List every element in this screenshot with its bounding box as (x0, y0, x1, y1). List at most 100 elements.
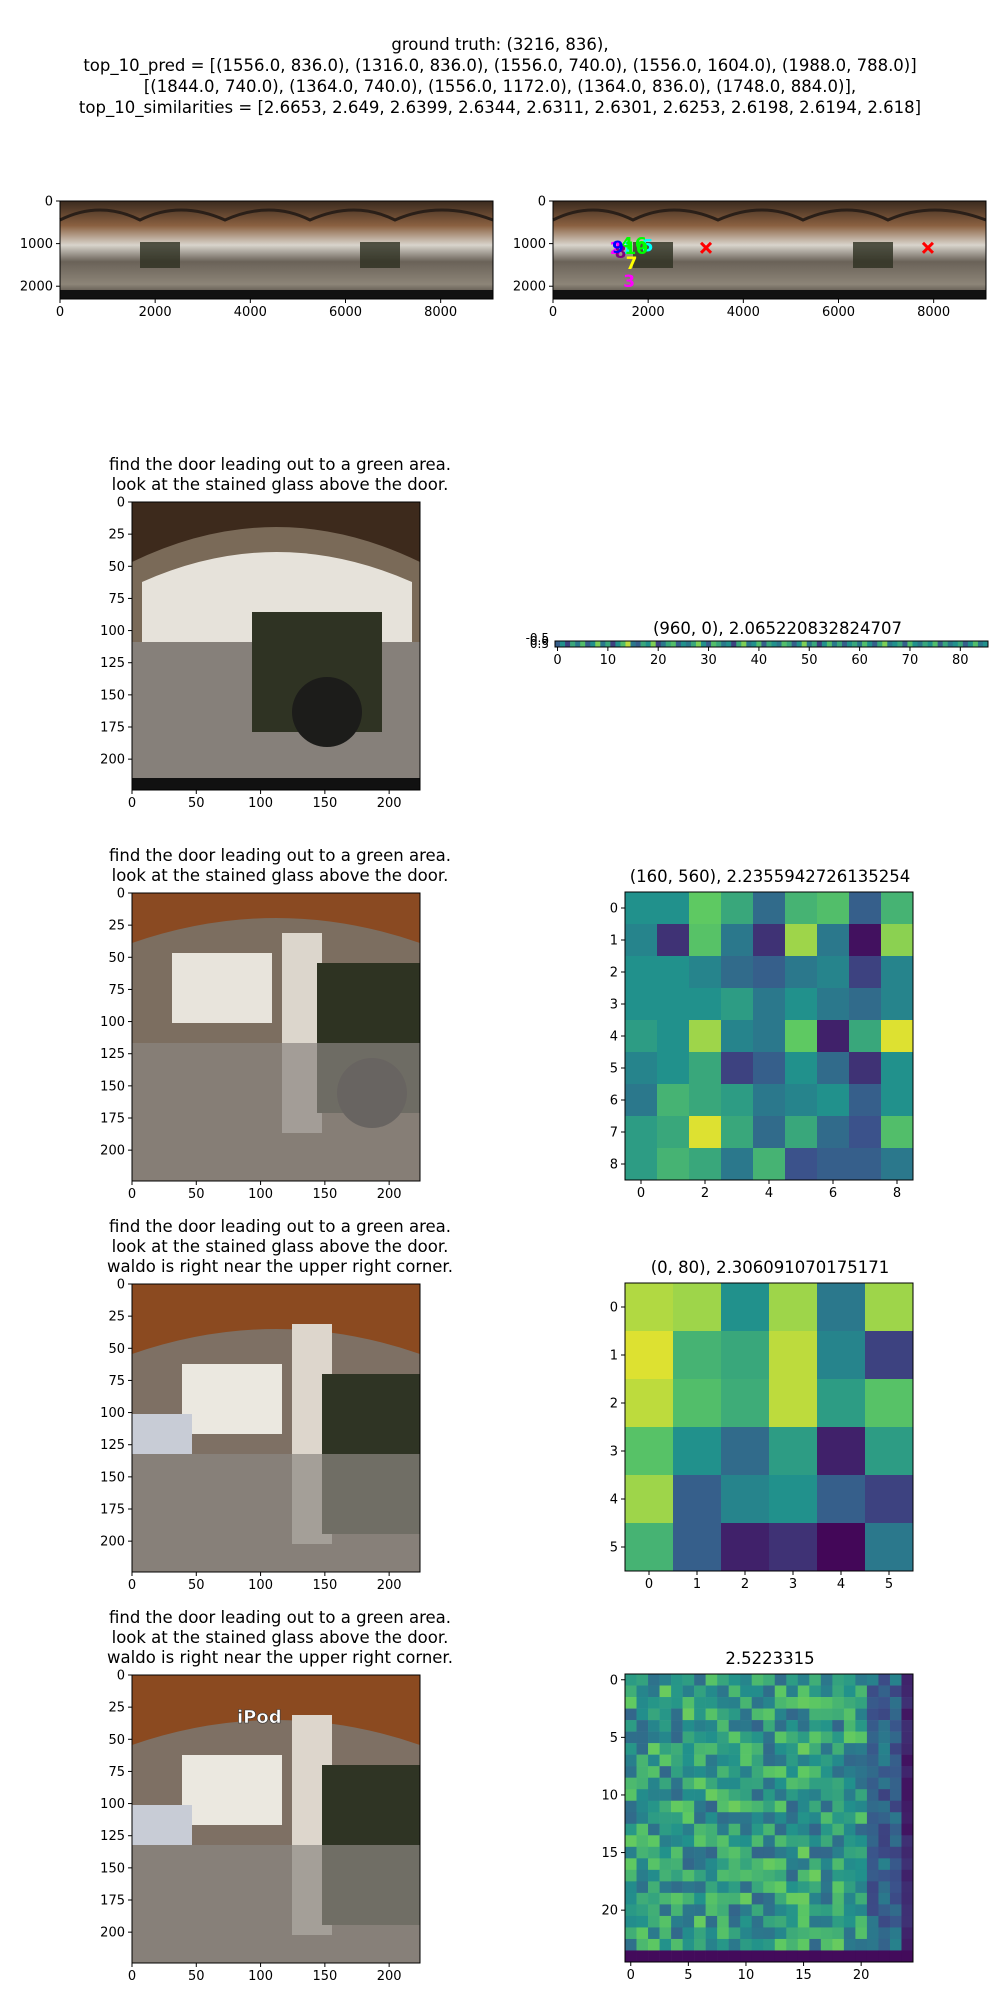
grid25-cell (832, 1754, 845, 1767)
grid25-cell (694, 1904, 706, 1917)
grid25-cell (671, 1685, 683, 1698)
grid25-cell (694, 1697, 706, 1709)
panorama-xtick: 4000 (234, 305, 267, 320)
strip-cell (625, 641, 631, 647)
grid25-cell (820, 1904, 833, 1917)
grid25-cell (717, 1674, 729, 1686)
grid25-cell (866, 1950, 879, 1963)
grid25-cell (671, 1938, 683, 1951)
panorama-predictions-xtick: 0 (549, 305, 557, 320)
grid25-cell (740, 1823, 753, 1836)
grid25-cell (740, 1835, 753, 1848)
grid25-cell (820, 1823, 833, 1836)
grid25-cell (705, 1823, 718, 1836)
grid25-cell (843, 1777, 856, 1790)
grid25-cell (636, 1858, 649, 1871)
strip-cell (736, 641, 742, 647)
grid25-cell (901, 1754, 914, 1767)
grid25-cell (797, 1812, 810, 1825)
grid9-cell (689, 956, 722, 989)
caption-row-5-line-3: waldo is right near the upper right corn… (107, 1648, 453, 1667)
grid25-cell (832, 1858, 845, 1871)
strip-cell (746, 641, 752, 647)
grid25-cell (717, 1789, 729, 1802)
top-10-pred-line-2: [(1844.0, 740.0), (1364.0, 740.0), (1556… (143, 77, 857, 96)
grid25-cell (774, 1777, 787, 1790)
grid25-cell (774, 1800, 787, 1813)
grid25-cell (705, 1674, 718, 1686)
prediction-rank-label: 9 (612, 238, 624, 258)
strip-title: (960, 0), 2.065220832824707 (652, 619, 903, 638)
grid25-cell (763, 1881, 776, 1894)
strip-cell (665, 641, 672, 647)
caption-row-5-line-1: find the door leading out to a green are… (108, 1608, 452, 1627)
grid25-cell (682, 1731, 695, 1744)
crop-1-xtick: 200 (377, 796, 402, 811)
grid25-cell (740, 1674, 753, 1686)
grid6-xtick: 1 (693, 1577, 701, 1592)
grid25-cell (659, 1858, 672, 1871)
similarity-grid-9-plot: 0 2 4 6 8 0 1 2 3 4 5 6 7 8 (610, 891, 914, 1201)
grid25-cell (843, 1823, 856, 1836)
strip-xtick: 60 (851, 653, 868, 668)
grid25-cell (648, 1674, 660, 1686)
grid25-cell (751, 1754, 764, 1767)
grid25-cell (648, 1938, 660, 1951)
grid25-cell (809, 1697, 822, 1709)
grid25-cell (717, 1766, 729, 1778)
crop-1-image (132, 502, 420, 790)
grid25-cell (705, 1915, 718, 1928)
grid25-cell (636, 1800, 649, 1813)
grid25-cell (728, 1697, 741, 1709)
crop-4-ytick: 100 (100, 1797, 125, 1812)
grid9-cell (625, 988, 658, 1021)
grid25-ytick: 0 (610, 1673, 618, 1688)
crop-1-xtick: 150 (312, 796, 337, 811)
grid25-cell (878, 1777, 891, 1790)
grid25-cell (786, 1731, 799, 1744)
grid25-frame (624, 1673, 914, 1963)
prediction-rank-label: 3 (623, 272, 635, 292)
grid25-cell (866, 1697, 879, 1709)
grid25-cell (694, 1789, 706, 1802)
grid25-cell (740, 1685, 753, 1698)
grid25-cell (751, 1789, 764, 1802)
grid25-cell (855, 1904, 868, 1917)
grid25-cell (855, 1881, 868, 1894)
grid9-cell (785, 988, 818, 1021)
grid25-cell (705, 1812, 718, 1825)
caption-row-4: find the door leading out to a green are… (80, 1217, 480, 1277)
grid25-cell (659, 1731, 672, 1744)
grid25-cell (728, 1777, 741, 1790)
grid25-cell (648, 1846, 660, 1859)
grid25-cell (820, 1846, 833, 1859)
grid25-cell (763, 1938, 776, 1951)
grid25-cell (797, 1789, 810, 1802)
grid25-cell (694, 1754, 706, 1767)
grid25-cell (832, 1927, 845, 1940)
grid25-cell (843, 1938, 856, 1951)
strip-xtick: 20 (650, 653, 667, 668)
grid25-cell (682, 1708, 695, 1721)
grid9-cell (689, 1084, 722, 1117)
grid25-cell (809, 1881, 822, 1894)
grid25-cell (820, 1743, 833, 1755)
grid9-cell (881, 1084, 914, 1117)
grid25-cell (694, 1674, 706, 1686)
grid25-cell (878, 1846, 891, 1859)
grid25-cell (878, 1915, 891, 1928)
strip-cell (927, 641, 933, 647)
grid25-cell (625, 1685, 637, 1698)
grid25-cell (855, 1708, 868, 1721)
grid25-cell (901, 1881, 914, 1894)
grid25-cell (878, 1731, 891, 1744)
grid25-title: 2.5223315 (725, 1649, 815, 1668)
grid25-cell (889, 1892, 902, 1905)
grid6-cell (817, 1379, 866, 1428)
grid25-cell (889, 1789, 902, 1802)
grid25-cell (671, 1743, 683, 1755)
grid25-cell (855, 1823, 868, 1836)
grid9-cell (689, 1052, 722, 1085)
